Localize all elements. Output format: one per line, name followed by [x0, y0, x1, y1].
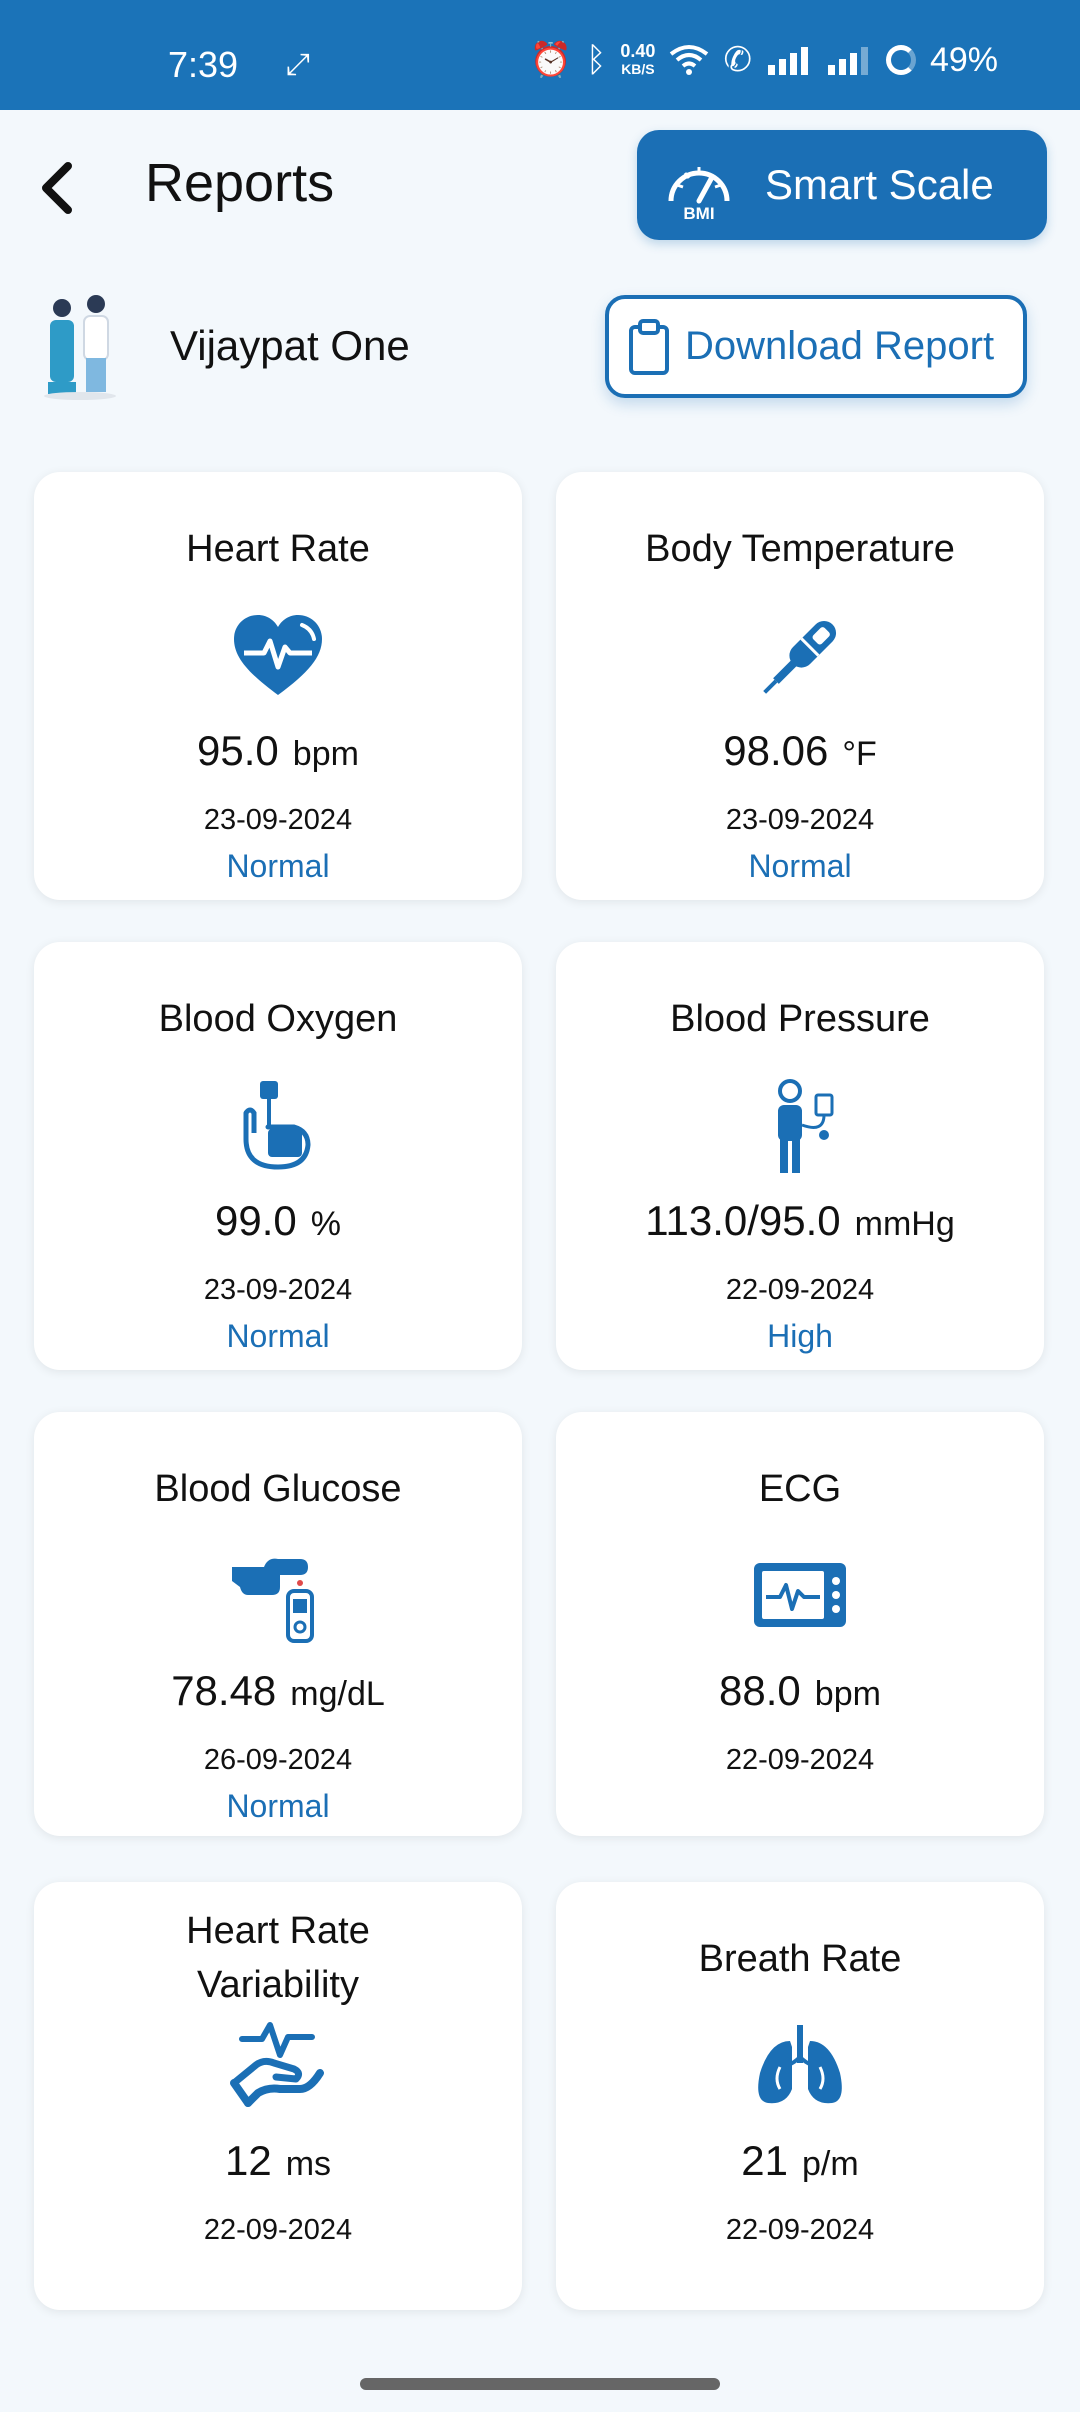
- card-title: Body Temperature: [645, 528, 955, 570]
- card-date: 22-09-2024: [725, 1274, 875, 1306]
- card-title: Breath Rate: [698, 1938, 902, 1980]
- signal-icon-2: [827, 47, 868, 75]
- card-date: 26-09-2024: [203, 1744, 353, 1776]
- card-value-row: 113.0/95.0 mmHg: [556, 1197, 1044, 1245]
- card-date: 23-09-2024: [725, 804, 875, 836]
- card-unit: mmHg: [854, 1205, 955, 1243]
- card-unit: °F: [842, 735, 877, 773]
- network-speed: 0.40 KB/S: [620, 42, 655, 78]
- card-status: Normal: [226, 848, 330, 884]
- card-value-row: 99.0%: [34, 1197, 522, 1245]
- card-value: 98.06: [723, 727, 829, 774]
- page-title: Reports: [145, 153, 335, 213]
- blood-glucose-card[interactable]: Blood Glucose 78.48 mg/dL 26-09-2024 Norm…: [34, 1412, 522, 1836]
- card-title: Heart Rate: [186, 528, 370, 570]
- card-date: 22-09-2024: [725, 1744, 875, 1776]
- card-value: 99.0: [215, 1197, 297, 1244]
- bmi-icon-text: BMI: [683, 204, 714, 221]
- person-bp-monitor-icon: [778, 1079, 834, 1173]
- doctor-patient-avatar: [44, 295, 116, 400]
- card-value-row: 98.06 °F: [556, 727, 1044, 775]
- ecg-monitor-icon: [754, 1563, 846, 1627]
- card-value: 78.48: [171, 1667, 277, 1714]
- card-title-line1: Heart Rate: [186, 1910, 370, 1952]
- status-icons: ⏰ ᛒ 0.40 KB/S ✆ 49%: [530, 40, 998, 80]
- heart-rate-card[interactable]: Heart Rate 95.0 bpm 23-09-2024 Normal: [34, 472, 522, 900]
- network-speed-unit: KB/S: [621, 61, 655, 77]
- card-title: Blood Pressure: [670, 998, 930, 1040]
- card-unit: %: [310, 1205, 341, 1243]
- pulse-oximeter-icon: [243, 1081, 311, 1170]
- status-bar: 7:39 ⤢ ⏰ ᛒ 0.40 KB/S ✆ 49%: [0, 0, 1080, 110]
- card-date: 22-09-2024: [725, 2214, 875, 2246]
- card-unit: bpm: [292, 735, 359, 773]
- sync-icon: ⤢: [286, 48, 310, 81]
- wifi-icon: [670, 45, 709, 75]
- card-value-row: 95.0 bpm: [34, 727, 522, 775]
- card-value-row: 21 p/m: [556, 2137, 1044, 2185]
- wifi-calling-icon: ✆: [723, 41, 752, 79]
- card-value-row: 78.48 mg/dL: [34, 1667, 522, 1715]
- hand-pulse-icon: [230, 2022, 324, 2107]
- glucometer-icon: [232, 1558, 314, 1643]
- card-value-row: 12 ms: [34, 2137, 522, 2185]
- bmi-gauge-icon: BMI: [668, 167, 730, 221]
- card-status: High: [767, 1318, 833, 1354]
- card-value: 88.0: [719, 1667, 801, 1714]
- card-value: 12: [224, 2137, 272, 2184]
- card-title: Blood Glucose: [154, 1468, 402, 1510]
- card-unit: mg/dL: [290, 1675, 385, 1713]
- card-unit: p/m: [802, 2145, 859, 2183]
- user-name: Vijaypat One: [170, 322, 410, 369]
- body-temperature-card[interactable]: Body Temperature 98.06 °F 23-09-2024 Norm…: [556, 472, 1044, 900]
- network-speed-value: 0.40: [620, 41, 656, 61]
- card-date: 23-09-2024: [203, 1274, 353, 1306]
- card-status: Normal: [226, 1788, 330, 1824]
- blood-oxygen-card[interactable]: Blood Oxygen 99.0% 23-09-2024 Normal: [34, 942, 522, 1370]
- alarm-icon: ⏰: [529, 41, 572, 79]
- heart-pulse-icon: [234, 615, 322, 695]
- heart-rate-variability-card[interactable]: Heart Rate Variability 12 ms 22-09-2024: [34, 1882, 522, 2310]
- card-title: Blood Oxygen: [158, 998, 398, 1040]
- card-value: 113.0/95.0: [645, 1197, 841, 1244]
- card-status: Normal: [748, 848, 852, 884]
- blood-pressure-card[interactable]: Blood Pressure 113.0/95.0 mmHg 22-09-2024…: [556, 942, 1044, 1370]
- smart-scale-label: Smart Scale: [765, 161, 994, 208]
- card-status: Normal: [226, 1318, 330, 1354]
- battery-percent: 49%: [929, 40, 998, 79]
- card-value: 21: [741, 2137, 789, 2184]
- smart-scale-button[interactable]: BMI Smart Scale: [637, 130, 1047, 240]
- signal-icon-1: [767, 47, 808, 75]
- card-title: ECG: [758, 1468, 842, 1510]
- card-value-row: 88.0 bpm: [556, 1667, 1044, 1715]
- download-report-button[interactable]: Download Report: [605, 295, 1027, 398]
- download-report-label: Download Report: [685, 324, 995, 368]
- breath-rate-card[interactable]: Breath Rate 21 p/m 22-09-2024: [556, 1882, 1044, 2310]
- card-unit: ms: [285, 2145, 332, 2183]
- home-indicator[interactable]: [360, 2378, 720, 2390]
- card-value: 95.0: [197, 727, 279, 774]
- card-title-line2: Variability: [197, 1964, 359, 2006]
- bluetooth-icon: ᛒ: [585, 40, 607, 79]
- battery-icon: [885, 45, 916, 75]
- card-date: 23-09-2024: [203, 804, 353, 836]
- status-time: 7:39: [168, 44, 239, 85]
- back-arrow-icon[interactable]: [34, 158, 84, 218]
- card-unit: bpm: [814, 1675, 881, 1713]
- ecg-card[interactable]: ECG 88.0 bpm 22-09-2024: [556, 1412, 1044, 1836]
- lungs-icon: [758, 2025, 842, 2104]
- clipboard-icon: [629, 318, 669, 375]
- card-title: Heart Rate Variability: [34, 1904, 522, 2012]
- thermometer-icon: [763, 620, 837, 694]
- card-date: 22-09-2024: [203, 2214, 353, 2246]
